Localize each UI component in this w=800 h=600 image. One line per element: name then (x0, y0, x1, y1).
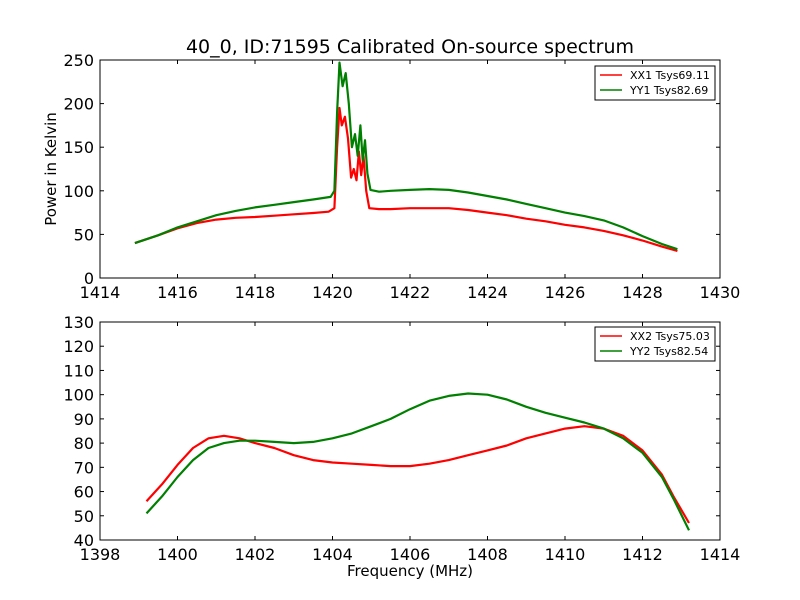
bottom-x-tick-label: 1402 (235, 545, 276, 564)
top-x-tick-label: 1416 (157, 283, 198, 302)
bottom-y-tick-label: 70 (74, 458, 94, 477)
chart-title: 40_0, ID:71595 Calibrated On-source spec… (186, 36, 634, 58)
bottom-x-tick-label: 1412 (622, 545, 663, 564)
top-series-group (134, 61, 678, 253)
top-ticks-group: 1414 1416 1418 1420 1422 1424 1426 1428 1430 0 50 1… (63, 51, 740, 302)
bottom-y-tick-label: 90 (74, 410, 94, 429)
top-x-tick-label: 1418 (235, 283, 276, 302)
bottom-legend-label: YY2 Tsys82.54 (629, 345, 708, 358)
bottom-series-group (145, 392, 690, 531)
bottom-x-tick-label: 1414 (700, 545, 741, 564)
top-x-tick-label: 1428 (622, 283, 663, 302)
top-x-tick-label: 1430 (700, 283, 741, 302)
bottom-x-tick-label: 1404 (312, 545, 353, 564)
bottom-series-line-1 (145, 392, 690, 531)
top-legend-label: YY1 Tsys82.69 (629, 84, 708, 97)
bottom-x-axis-label: Frequency (MHz) (347, 562, 473, 580)
top-series-line-1 (134, 61, 678, 251)
top-series-line-0 (134, 106, 678, 253)
bottom-legend: XX2 Tsys75.03 YY2 Tsys82.54 (594, 326, 716, 362)
bottom-y-tick-label: 110 (63, 361, 94, 380)
top-legend-label: XX1 Tsys69.11 (630, 69, 710, 82)
bottom-y-tick-label: 40 (74, 531, 94, 550)
top-legend-box (594, 65, 716, 101)
top-y-axis-label: Power in Kelvin (42, 112, 60, 226)
top-x-tick-label: 1426 (545, 283, 586, 302)
bottom-y-tick-label: 120 (63, 337, 94, 356)
bottom-y-tick-label: 130 (63, 313, 94, 332)
bottom-y-tick-label: 60 (74, 483, 94, 502)
bottom-legend-label: XX2 Tsys75.03 (630, 330, 710, 343)
top-y-tick-label: 100 (63, 182, 94, 201)
bottom-x-tick-label: 1410 (545, 545, 586, 564)
top-x-tick-label: 1424 (467, 283, 508, 302)
bottom-x-tick-label: 1398 (80, 545, 121, 564)
bottom-legend-box (594, 326, 716, 362)
bottom-x-tick-label: 1400 (157, 545, 198, 564)
bottom-y-tick-label: 80 (74, 434, 94, 453)
top-y-tick-label: 250 (63, 51, 94, 70)
top-x-tick-label: 1420 (312, 283, 353, 302)
top-legend: XX1 Tsys69.11 YY1 Tsys82.69 (594, 65, 716, 101)
bottom-y-tick-label: 100 (63, 386, 94, 405)
top-y-tick-label: 200 (63, 95, 94, 114)
bottom-x-tick-label: 1406 (390, 545, 431, 564)
bottom-y-tick-label: 50 (74, 507, 94, 526)
top-panel: 1414 1416 1418 1420 1422 1424 1426 1428 1430 0 50 1… (42, 51, 740, 302)
top-y-tick-label: 50 (74, 225, 94, 244)
top-y-tick-label: 0 (84, 269, 94, 288)
bottom-panel: 1398 1400 1402 1404 1406 1408 1410 1412 1414 40 50… (63, 313, 740, 580)
bottom-x-tick-label: 1408 (467, 545, 508, 564)
bottom-ticks-group: 1398 1400 1402 1404 1406 1408 1410 1412 1414 40 50… (63, 313, 740, 564)
top-y-tick-label: 150 (63, 138, 94, 157)
top-x-tick-label: 1422 (390, 283, 431, 302)
top-x-tick-label: 1414 (80, 283, 121, 302)
